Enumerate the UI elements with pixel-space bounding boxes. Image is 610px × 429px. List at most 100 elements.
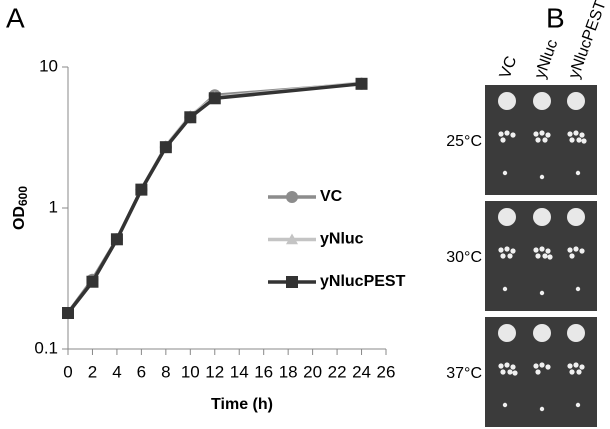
colony xyxy=(569,137,575,143)
x-tick-label: 2 xyxy=(88,362,97,381)
panel-letter: B xyxy=(546,2,565,33)
y-axis-title-main: OD xyxy=(11,206,28,230)
x-tick-label: 26 xyxy=(377,362,396,381)
colony xyxy=(498,363,504,369)
colony xyxy=(539,290,545,296)
marker xyxy=(286,233,298,245)
colony-spot xyxy=(498,208,516,226)
colony xyxy=(498,247,504,253)
colony xyxy=(498,131,504,137)
marker xyxy=(62,307,74,320)
colony xyxy=(576,369,582,375)
colony xyxy=(569,369,575,375)
colony xyxy=(545,364,551,370)
colony xyxy=(539,130,545,136)
series-line xyxy=(66,82,362,315)
x-tick-label: 22 xyxy=(328,362,347,381)
legend-label: yNluc xyxy=(320,231,364,248)
colony xyxy=(545,132,551,138)
temperature-label: 30°C xyxy=(446,249,482,266)
colony-spot xyxy=(533,208,551,226)
legend-label: yNlucPEST xyxy=(320,273,406,290)
colony-spot xyxy=(533,324,551,342)
colony xyxy=(573,130,579,136)
strain-label: yNluc xyxy=(532,37,562,80)
colony xyxy=(502,286,508,292)
y-tick-label: 1 xyxy=(49,197,58,216)
colony xyxy=(575,402,581,408)
colony xyxy=(569,253,575,259)
colony xyxy=(533,247,539,253)
x-tick-label: 4 xyxy=(112,362,121,381)
y-axis-title: OD600 xyxy=(11,186,30,230)
x-tick-label: 0 xyxy=(63,362,72,381)
colony xyxy=(567,363,573,369)
colony-spot xyxy=(533,92,551,110)
colony xyxy=(504,246,510,252)
x-tick-label: 14 xyxy=(230,362,249,381)
strain-label: yNlucPEST xyxy=(566,0,610,81)
marker xyxy=(184,111,197,124)
colony xyxy=(535,369,541,375)
marker xyxy=(286,276,298,288)
colony xyxy=(573,362,579,368)
colony xyxy=(504,362,510,368)
marker xyxy=(208,92,221,105)
colony xyxy=(573,246,579,252)
y-tick-label: 0.1 xyxy=(34,338,58,357)
panel-letter: A xyxy=(6,2,25,33)
colony-spot xyxy=(498,92,516,110)
colony xyxy=(579,364,585,370)
marker xyxy=(159,141,172,154)
x-tick-label: 12 xyxy=(205,362,224,381)
colony xyxy=(500,137,506,143)
colony xyxy=(579,248,585,254)
marker xyxy=(86,275,99,288)
x-tick-label: 20 xyxy=(303,362,322,381)
colony-spot xyxy=(498,324,516,342)
colony xyxy=(567,131,573,137)
y-tick-label: 10 xyxy=(39,56,58,75)
colony xyxy=(542,253,548,259)
colony xyxy=(510,132,516,138)
colony-spot xyxy=(567,208,585,226)
colony xyxy=(502,402,508,408)
x-tick-label: 10 xyxy=(181,362,200,381)
x-tick-label: 6 xyxy=(137,362,146,381)
colony xyxy=(575,170,581,176)
colony xyxy=(504,130,510,136)
x-tick-label: 24 xyxy=(352,362,371,381)
colony xyxy=(510,364,516,370)
strain-label: VC xyxy=(497,54,521,81)
marker xyxy=(110,233,123,246)
colony xyxy=(533,363,539,369)
marker xyxy=(355,77,368,90)
marker xyxy=(286,191,298,203)
series-line xyxy=(66,81,362,315)
x-tick-label: 18 xyxy=(279,362,298,381)
colony xyxy=(535,253,541,259)
series-line xyxy=(66,82,362,315)
colony xyxy=(533,131,539,137)
colony xyxy=(510,248,516,254)
legend-label: VC xyxy=(320,188,343,205)
colony xyxy=(581,138,587,144)
colony xyxy=(545,248,551,254)
colony xyxy=(547,254,553,260)
colony xyxy=(579,132,585,138)
colony xyxy=(539,174,545,180)
colony xyxy=(507,253,513,259)
y-axis-title-subscript: 600 xyxy=(16,186,30,206)
colony-spot xyxy=(567,324,585,342)
colony xyxy=(539,362,545,368)
colony xyxy=(539,246,545,252)
x-tick-label: 8 xyxy=(161,362,170,381)
colony xyxy=(500,369,506,375)
colony xyxy=(502,170,508,176)
colony xyxy=(507,369,513,375)
colony-spot xyxy=(567,92,585,110)
colony xyxy=(575,286,581,292)
temperature-label: 25°C xyxy=(446,133,482,150)
marker xyxy=(135,183,148,196)
